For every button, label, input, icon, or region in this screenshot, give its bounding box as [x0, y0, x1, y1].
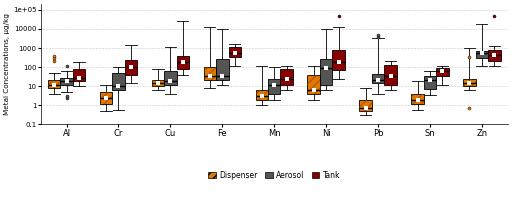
Bar — [359, 100, 372, 111]
Bar — [60, 78, 73, 85]
Bar — [411, 94, 424, 104]
Bar — [204, 67, 216, 80]
Bar — [281, 69, 293, 85]
Bar — [463, 79, 476, 86]
Bar — [307, 75, 320, 94]
Bar — [100, 92, 112, 104]
Bar — [112, 73, 125, 90]
Bar — [268, 79, 281, 94]
Bar — [385, 65, 397, 85]
Bar — [476, 51, 488, 57]
Bar — [204, 67, 216, 80]
Bar — [152, 80, 164, 86]
Y-axis label: Metal Concentrations, μg/kg: Metal Concentrations, μg/kg — [4, 13, 10, 115]
Bar — [436, 68, 449, 76]
Bar — [463, 79, 476, 86]
Bar — [164, 71, 177, 85]
Bar — [177, 56, 189, 69]
Bar — [100, 92, 112, 104]
Bar — [307, 75, 320, 94]
Bar — [228, 47, 241, 57]
Bar — [424, 76, 436, 89]
Bar — [320, 59, 332, 85]
Bar — [488, 51, 501, 61]
Legend: Dispenser, Aerosol, Tank: Dispenser, Aerosol, Tank — [205, 168, 343, 183]
Bar — [255, 90, 268, 100]
Bar — [255, 90, 268, 100]
Bar — [216, 59, 228, 80]
Bar — [372, 74, 385, 83]
Bar — [48, 80, 60, 88]
Bar — [125, 59, 137, 75]
Bar — [48, 80, 60, 88]
Bar — [411, 94, 424, 104]
Bar — [359, 100, 372, 111]
Bar — [73, 69, 86, 81]
Bar — [152, 80, 164, 86]
Bar — [332, 51, 345, 70]
